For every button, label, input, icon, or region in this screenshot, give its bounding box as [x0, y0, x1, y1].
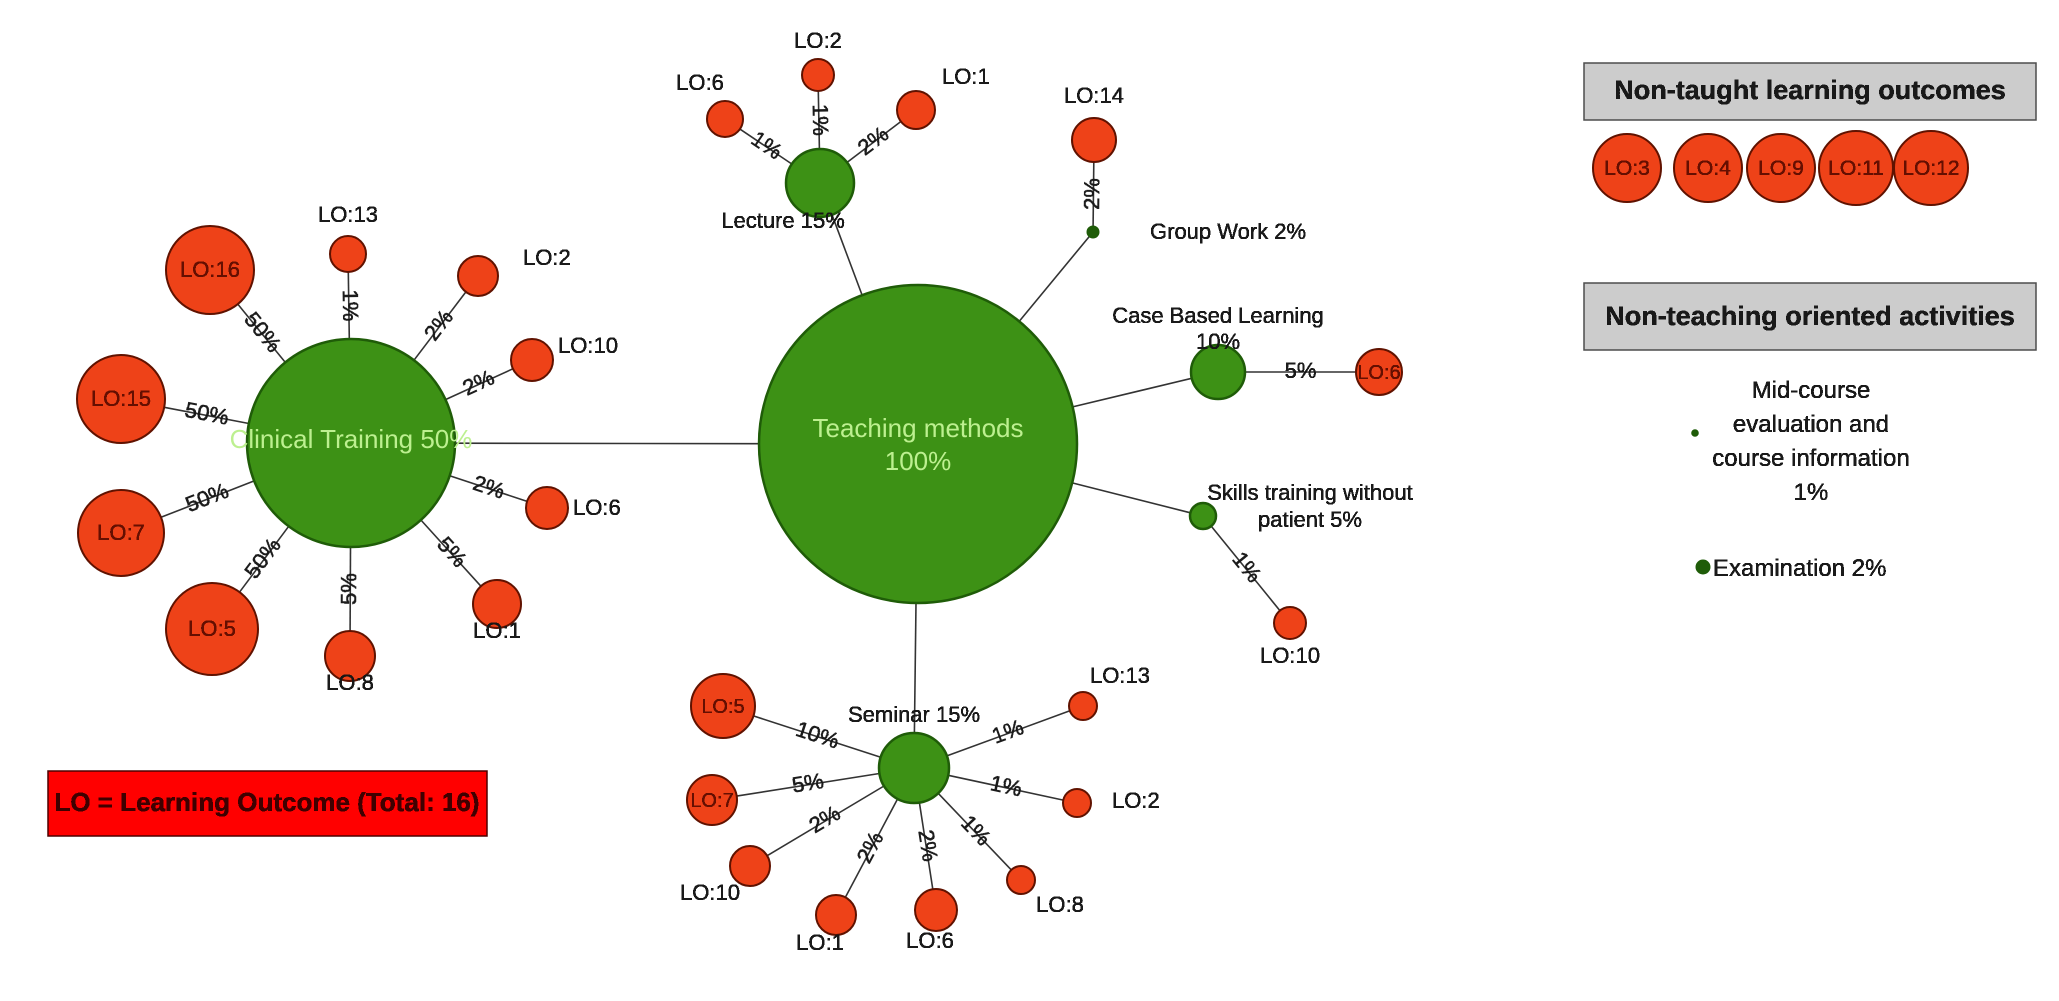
svg-text:Skills training without: Skills training without — [1207, 480, 1412, 505]
svg-text:LO:15: LO:15 — [91, 386, 151, 411]
svg-text:5%: 5% — [1285, 358, 1317, 383]
svg-text:LO:2: LO:2 — [523, 245, 571, 270]
svg-text:LO:7: LO:7 — [97, 520, 145, 545]
svg-text:LO:8: LO:8 — [1036, 892, 1084, 917]
svg-text:5%: 5% — [432, 532, 472, 572]
svg-text:LO:1: LO:1 — [942, 64, 990, 89]
svg-text:LO:1: LO:1 — [473, 618, 521, 643]
svg-text:course information: course information — [1712, 445, 1909, 472]
svg-text:2%: 2% — [805, 800, 845, 838]
svg-text:1%: 1% — [988, 770, 1024, 801]
svg-text:LO:2: LO:2 — [794, 28, 842, 53]
svg-text:1%: 1% — [989, 715, 1027, 749]
svg-text:2%: 2% — [459, 365, 498, 401]
svg-text:LO:12: LO:12 — [1902, 157, 1959, 180]
svg-text:Seminar 15%: Seminar 15% — [848, 702, 980, 727]
svg-text:LO:5: LO:5 — [701, 696, 744, 718]
svg-text:LO:5: LO:5 — [188, 616, 236, 641]
svg-text:Examination 2%: Examination 2% — [1713, 555, 1886, 582]
svg-text:patient 5%: patient 5% — [1258, 507, 1362, 532]
svg-text:LO:10: LO:10 — [680, 880, 740, 905]
svg-text:LO:9: LO:9 — [1758, 157, 1804, 180]
svg-text:LO:2: LO:2 — [1112, 788, 1160, 813]
svg-text:LO:4: LO:4 — [1685, 157, 1731, 180]
svg-text:5%: 5% — [336, 573, 361, 605]
svg-text:1%: 1% — [338, 289, 363, 321]
svg-text:LO:11: LO:11 — [1828, 157, 1884, 180]
svg-text:LO:8: LO:8 — [326, 670, 374, 695]
svg-text:LO:3: LO:3 — [1604, 157, 1650, 180]
svg-text:LO:6: LO:6 — [906, 928, 954, 953]
svg-text:Non-teaching oriented activiti: Non-teaching oriented activities — [1605, 301, 2015, 331]
svg-text:LO:7: LO:7 — [690, 790, 733, 812]
svg-text:LO:10: LO:10 — [1260, 643, 1320, 668]
svg-text:Case Based Learning: Case Based Learning — [1112, 303, 1324, 328]
svg-text:10%: 10% — [793, 716, 843, 753]
svg-text:1%: 1% — [956, 810, 996, 850]
svg-text:LO:1: LO:1 — [796, 930, 844, 955]
svg-text:LO:13: LO:13 — [1090, 663, 1150, 688]
svg-text:2%: 2% — [913, 828, 943, 863]
svg-text:LO:6: LO:6 — [676, 70, 724, 95]
svg-text:Non-taught learning outcomes: Non-taught learning outcomes — [1614, 75, 2006, 105]
svg-text:LO:10: LO:10 — [558, 333, 618, 358]
svg-text:5%: 5% — [790, 768, 825, 798]
svg-text:1%: 1% — [1794, 479, 1829, 506]
svg-text:LO:14: LO:14 — [1064, 83, 1124, 108]
svg-text:2%: 2% — [1079, 178, 1104, 210]
svg-text:50%: 50% — [182, 478, 232, 517]
svg-text:LO:13: LO:13 — [318, 202, 378, 227]
svg-text:Lecture 15%: Lecture 15% — [721, 208, 845, 233]
svg-text:LO:6: LO:6 — [1357, 362, 1400, 384]
svg-text:evaluation and: evaluation and — [1733, 411, 1889, 438]
svg-text:2%: 2% — [470, 470, 508, 504]
svg-text:2%: 2% — [852, 827, 889, 867]
svg-text:100%: 100% — [885, 446, 952, 476]
svg-text:LO = Learning Outcome (Total:: LO = Learning Outcome (Total: 16) — [55, 787, 480, 817]
svg-text:1%: 1% — [747, 126, 787, 165]
svg-text:Teaching methods: Teaching methods — [812, 413, 1023, 443]
svg-text:Clinical Training 50%: Clinical Training 50% — [230, 424, 473, 454]
svg-text:50%: 50% — [183, 397, 231, 430]
svg-text:1%: 1% — [808, 104, 834, 136]
svg-text:Mid-course: Mid-course — [1752, 377, 1871, 404]
svg-text:LO:6: LO:6 — [573, 495, 621, 520]
svg-text:Group Work 2%: Group Work 2% — [1150, 219, 1306, 244]
svg-text:LO:16: LO:16 — [180, 257, 240, 282]
svg-text:10%: 10% — [1196, 329, 1240, 354]
